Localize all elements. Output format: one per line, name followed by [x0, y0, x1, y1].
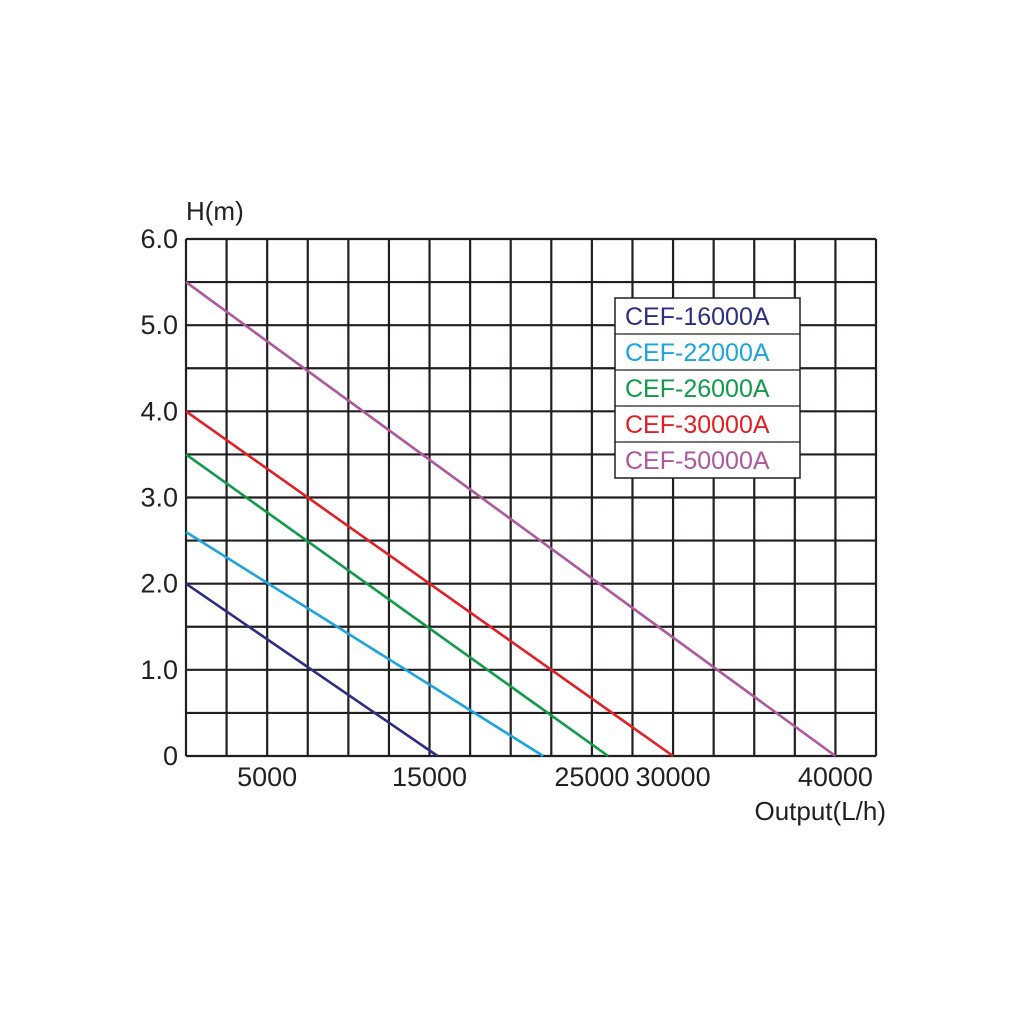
x-tick-label: 25000 — [554, 762, 629, 792]
x-tick-labels: 5000 15000 25000 30000 40000 — [237, 762, 873, 792]
legend: CEF-16000A CEF-22000A CEF-26000A CEF-30000A… — [614, 297, 801, 479]
series-lines — [185, 281, 837, 758]
series-line-cef-22000a — [185, 530, 544, 758]
y-tick-labels: 0 1.0 2.0 3.0 4.0 5.0 6.0 — [140, 224, 178, 771]
y-tick-label: 3.0 — [140, 483, 178, 513]
series-line-cef-30000a — [185, 410, 674, 758]
x-tick-label: 30000 — [636, 762, 711, 792]
y-tick-label: 1.0 — [140, 655, 178, 685]
legend-label: CEF-22000A — [625, 339, 770, 367]
legend-label: CEF-30000A — [625, 411, 770, 439]
legend-label: CEF-26000A — [625, 375, 770, 403]
y-tick-label: 0 — [163, 741, 178, 771]
y-tick-label: 4.0 — [140, 396, 178, 426]
x-axis-title: Output(L/h) — [754, 796, 886, 826]
series-line-cef-16000a — [185, 582, 439, 758]
y-tick-label: 5.0 — [140, 310, 178, 340]
y-axis-title: H(m) — [186, 196, 244, 226]
legend-label: CEF-50000A — [625, 447, 770, 475]
series-line-cef-50000a — [185, 281, 837, 758]
legend-label: CEF-16000A — [625, 303, 770, 331]
x-tick-label: 40000 — [798, 762, 873, 792]
series-line-cef-26000a — [185, 453, 609, 758]
legend-box — [614, 297, 801, 479]
x-tick-label: 5000 — [237, 762, 297, 792]
x-tick-label: 15000 — [392, 762, 467, 792]
y-tick-label: 6.0 — [140, 224, 178, 254]
y-tick-label: 2.0 — [140, 569, 178, 599]
